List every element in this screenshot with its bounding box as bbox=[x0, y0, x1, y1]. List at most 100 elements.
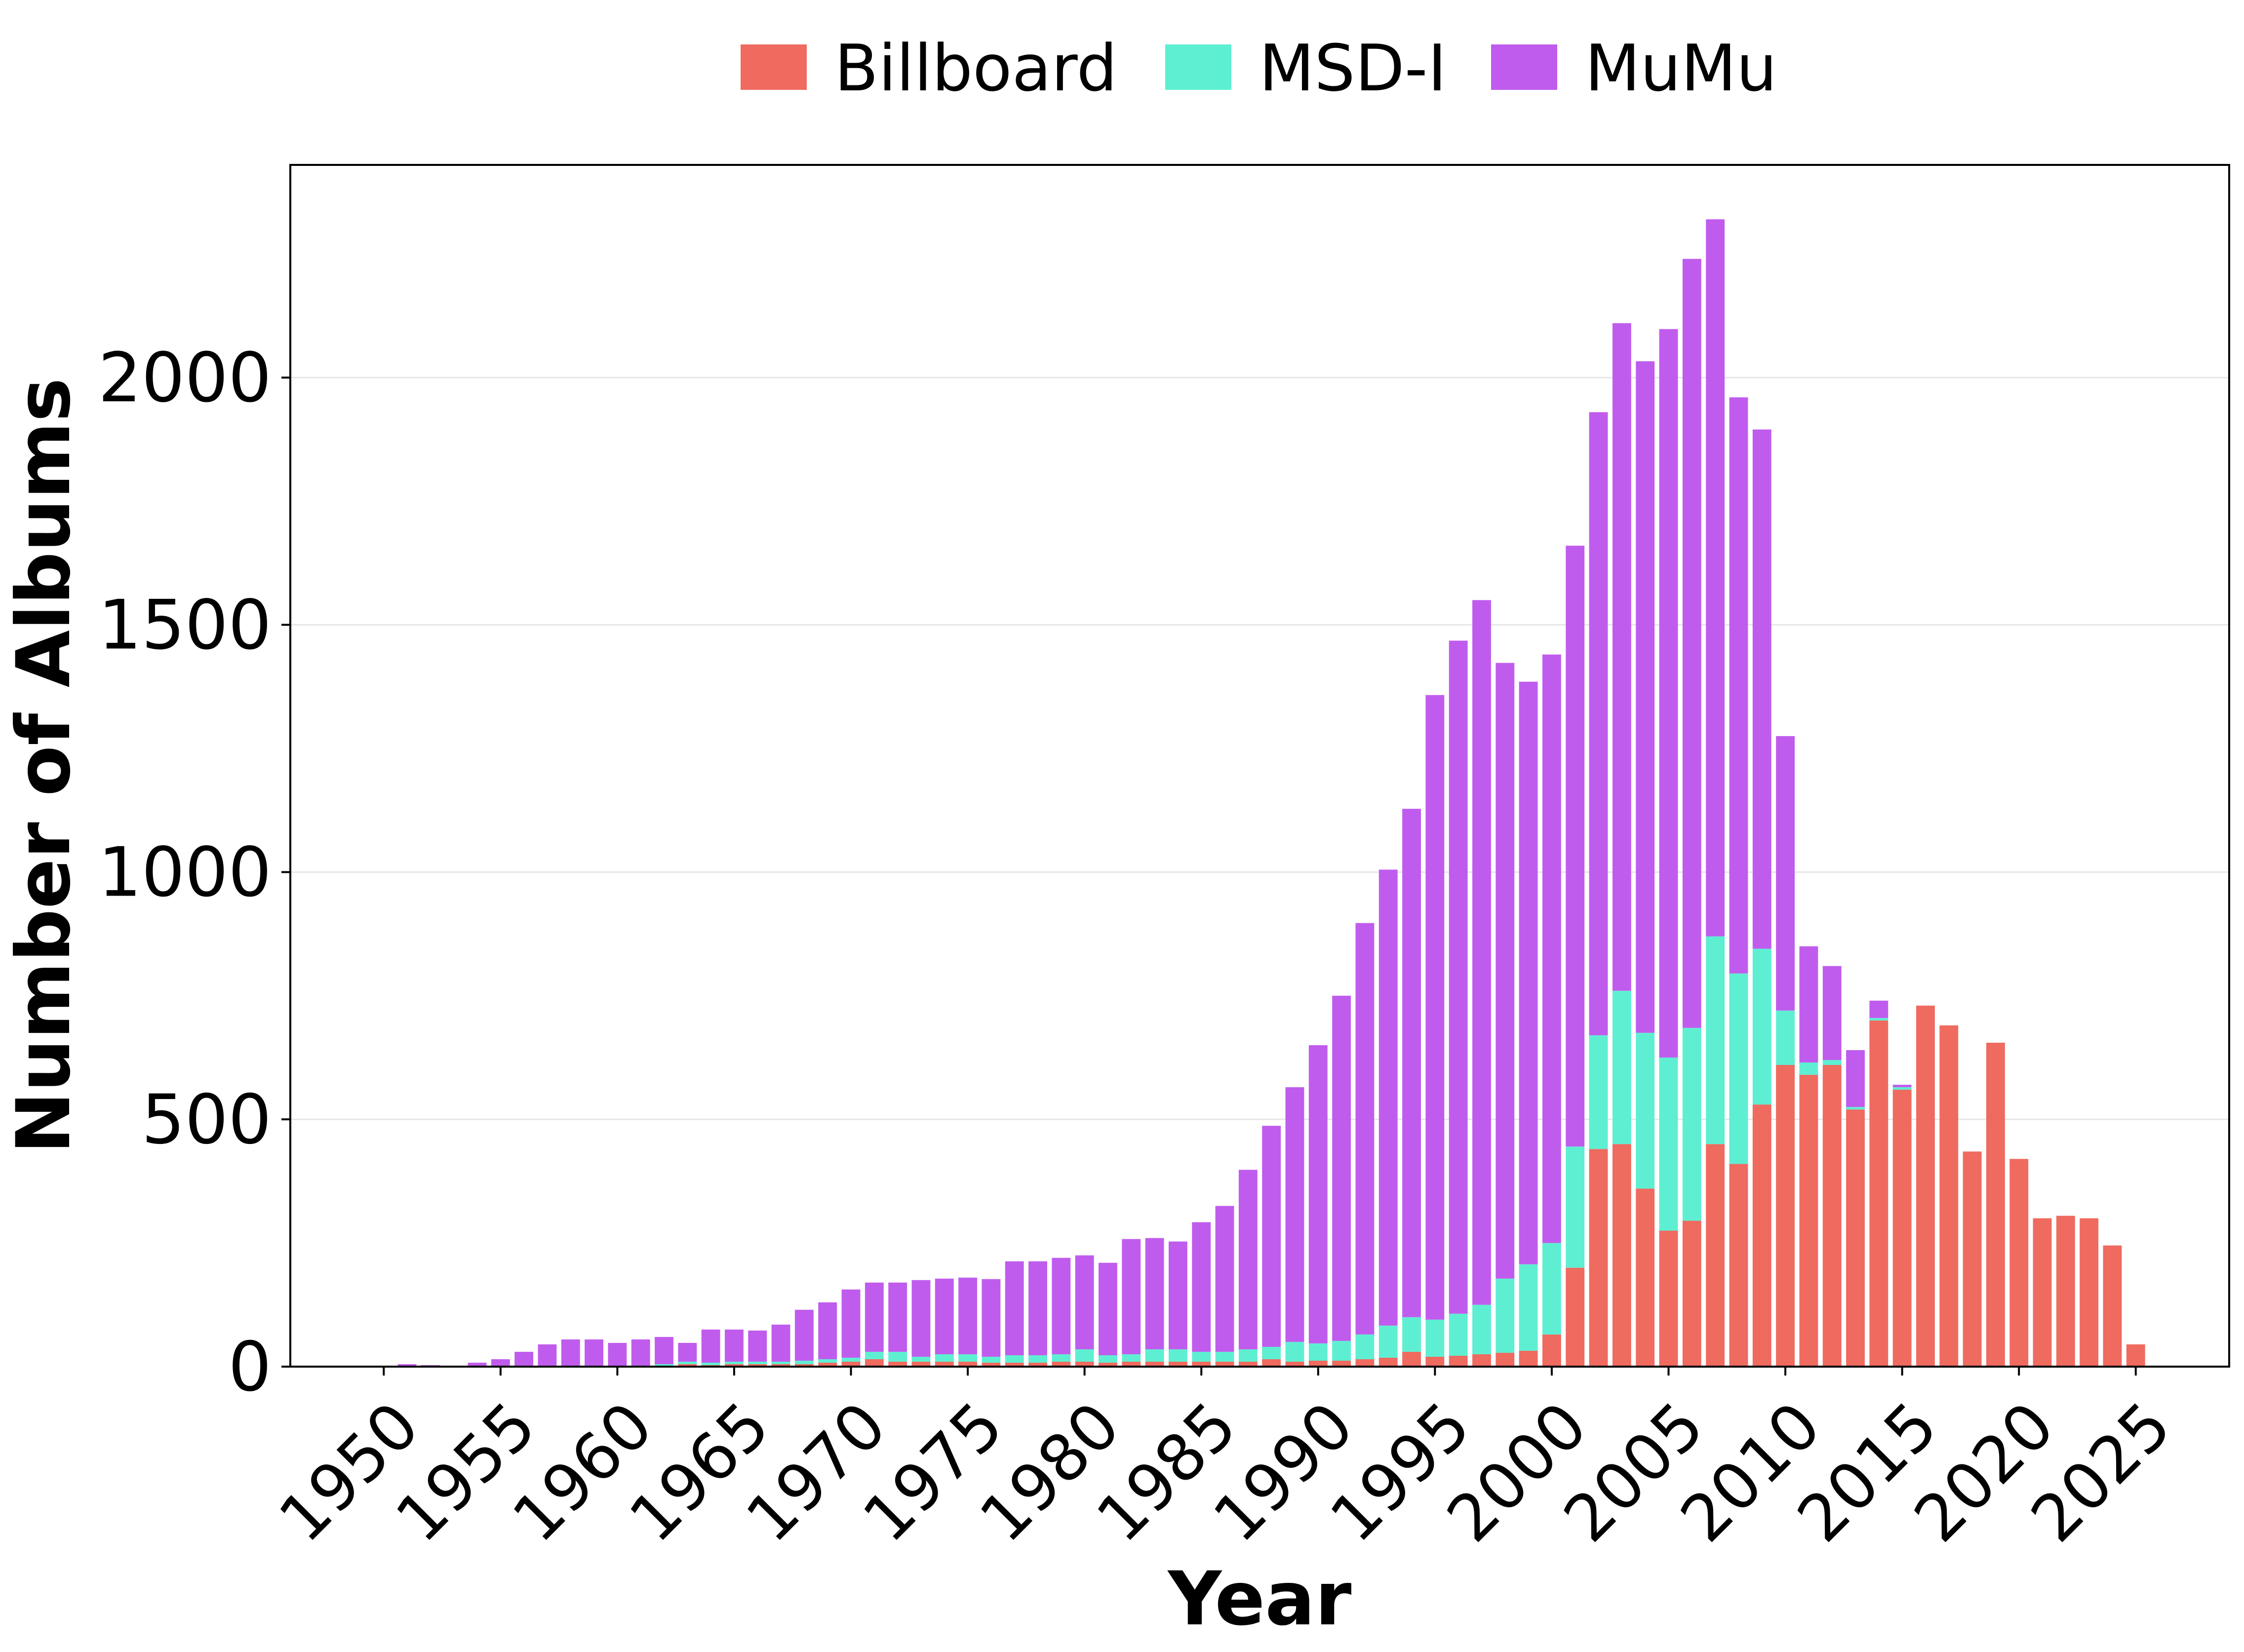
bar-billboard-2003 bbox=[1612, 1144, 1631, 1367]
bar-msd-i-2010 bbox=[1776, 1010, 1795, 1065]
bar-billboard-1979 bbox=[1052, 1361, 1071, 1367]
bar-mumu-1970 bbox=[841, 1289, 861, 1358]
bar-mumu-1958 bbox=[561, 1339, 580, 1367]
bar-billboard-1988 bbox=[1262, 1359, 1281, 1367]
bar-billboard-1973 bbox=[911, 1361, 931, 1367]
bar-mumu-1957 bbox=[538, 1344, 557, 1367]
x-axis-ticks: 1950195519601965197019751980198519901995… bbox=[265, 1367, 2185, 1556]
bar-mumu-1993 bbox=[1378, 869, 1398, 1326]
bar-msd-i-1965 bbox=[725, 1361, 744, 1364]
bar-billboard-2021 bbox=[2033, 1218, 2052, 1367]
bar-msd-i-2001 bbox=[1566, 1146, 1585, 1268]
bar-billboard-2025 bbox=[2126, 1344, 2145, 1367]
y-tick-label: 1000 bbox=[98, 832, 272, 912]
bar-msd-i-2013 bbox=[1846, 1107, 1865, 1110]
bar-billboard-1991 bbox=[1332, 1360, 1351, 1367]
x-tick-label: 1990 bbox=[1199, 1388, 1368, 1556]
bar-billboard-1967 bbox=[771, 1364, 790, 1367]
bar-msd-i-2011 bbox=[1799, 1062, 1818, 1075]
bar-msd-i-1987 bbox=[1238, 1349, 1258, 1362]
bar-billboard-1997 bbox=[1472, 1354, 1491, 1367]
y-tick-label: 0 bbox=[228, 1327, 272, 1407]
x-tick-label: 2010 bbox=[1666, 1388, 1835, 1556]
bar-mumu-1964 bbox=[701, 1329, 720, 1363]
bar-mumu-1967 bbox=[771, 1324, 790, 1362]
bar-mumu-1997 bbox=[1472, 600, 1491, 1305]
bar-billboard-1976 bbox=[982, 1362, 1001, 1367]
legend-label: MSD-I bbox=[1259, 31, 1447, 106]
x-tick-label: 1950 bbox=[265, 1388, 433, 1556]
legend-label: MuMu bbox=[1585, 31, 1777, 106]
bar-billboard-2013 bbox=[1846, 1109, 1865, 1367]
bar-mumu-1974 bbox=[935, 1278, 954, 1354]
bar-billboard-2022 bbox=[2056, 1216, 2075, 1367]
bar-mumu-1962 bbox=[655, 1337, 673, 1364]
bar-mumu-1988 bbox=[1262, 1126, 1281, 1347]
x-tick-label: 1980 bbox=[966, 1388, 1134, 1556]
bar-mumu-1971 bbox=[865, 1282, 884, 1352]
bar-mumu-1977 bbox=[1005, 1261, 1024, 1355]
bar-billboard-1977 bbox=[1005, 1362, 1024, 1367]
bar-msd-i-2008 bbox=[1729, 973, 1748, 1164]
bar-mumu-1979 bbox=[1052, 1258, 1071, 1354]
bar-msd-i-1971 bbox=[865, 1351, 884, 1359]
bar-msd-i-1973 bbox=[911, 1356, 931, 1362]
x-axis-title: Year bbox=[1167, 1556, 1352, 1642]
bar-msd-i-1988 bbox=[1262, 1346, 1281, 1359]
bar-billboard-2023 bbox=[2080, 1218, 2099, 1367]
bar-msd-i-1978 bbox=[1028, 1355, 1047, 1363]
y-tick-label: 2000 bbox=[98, 338, 272, 418]
bar-mumu-1987 bbox=[1238, 1170, 1258, 1349]
bar-mumu-1978 bbox=[1028, 1261, 1047, 1355]
bar-billboard-1982 bbox=[1122, 1361, 1141, 1367]
bar-mumu-1975 bbox=[958, 1277, 978, 1354]
bar-billboard-1984 bbox=[1168, 1361, 1187, 1367]
bar-msd-i-1980 bbox=[1075, 1349, 1094, 1362]
bar-billboard-2007 bbox=[1706, 1144, 1725, 1367]
bar-mumu-1983 bbox=[1145, 1238, 1164, 1349]
grid-lines bbox=[290, 377, 2229, 1120]
bar-msd-i-1992 bbox=[1355, 1334, 1375, 1359]
bar-msd-i-2005 bbox=[1659, 1057, 1678, 1231]
bar-msd-i-1985 bbox=[1192, 1351, 1211, 1362]
bar-mumu-2012 bbox=[1822, 966, 1842, 1060]
bar-billboard-1971 bbox=[865, 1359, 884, 1367]
x-tick-label: 2025 bbox=[2017, 1388, 2185, 1556]
bar-billboard-2011 bbox=[1799, 1075, 1818, 1367]
bar-msd-i-2003 bbox=[1612, 990, 1631, 1144]
bar-billboard-1995 bbox=[1425, 1356, 1445, 1367]
legend: Billboard MSD-I MuMu bbox=[741, 31, 1777, 106]
bar-mumu-2008 bbox=[1729, 397, 1748, 974]
x-tick-label: 1985 bbox=[1082, 1388, 1251, 1556]
bar-billboard-1996 bbox=[1449, 1355, 1468, 1367]
bar-billboard-2008 bbox=[1729, 1164, 1748, 1367]
bar-billboard-2014 bbox=[1869, 1020, 1889, 1367]
bar-msd-i-1981 bbox=[1099, 1355, 1117, 1363]
bar-msd-i-1976 bbox=[982, 1356, 1001, 1363]
x-tick-label: 2020 bbox=[1900, 1388, 2068, 1556]
bar-mumu-2006 bbox=[1682, 259, 1701, 1028]
bar-mumu-1981 bbox=[1099, 1262, 1117, 1355]
bar-mumu-1982 bbox=[1122, 1239, 1141, 1354]
bar-mumu-1951 bbox=[397, 1364, 417, 1367]
bar-mumu-2015 bbox=[1892, 1085, 1912, 1088]
bar-billboard-1972 bbox=[888, 1361, 907, 1367]
bar-billboard-2020 bbox=[2009, 1159, 2029, 1367]
x-tick-label: 1995 bbox=[1316, 1388, 1484, 1556]
bar-msd-i-2007 bbox=[1706, 936, 1725, 1144]
bar-mumu-2010 bbox=[1776, 736, 1795, 1011]
bar-billboard-2012 bbox=[1822, 1064, 1842, 1367]
bar-msd-i-1970 bbox=[841, 1357, 861, 1362]
x-tick-label: 2015 bbox=[1783, 1388, 1952, 1556]
bar-msd-i-1979 bbox=[1052, 1354, 1071, 1362]
bar-mumu-1959 bbox=[585, 1339, 603, 1367]
bar-mumu-1963 bbox=[678, 1342, 697, 1362]
bar-billboard-2019 bbox=[1986, 1042, 2005, 1367]
bar-msd-i-2004 bbox=[1636, 1032, 1655, 1189]
bar-msd-i-2002 bbox=[1589, 1035, 1608, 1149]
legend-swatch-billboard bbox=[741, 44, 807, 90]
bar-billboard-1969 bbox=[818, 1362, 837, 1367]
bar-mumu-2005 bbox=[1659, 329, 1678, 1058]
bar-billboard-2024 bbox=[2103, 1245, 2122, 1367]
